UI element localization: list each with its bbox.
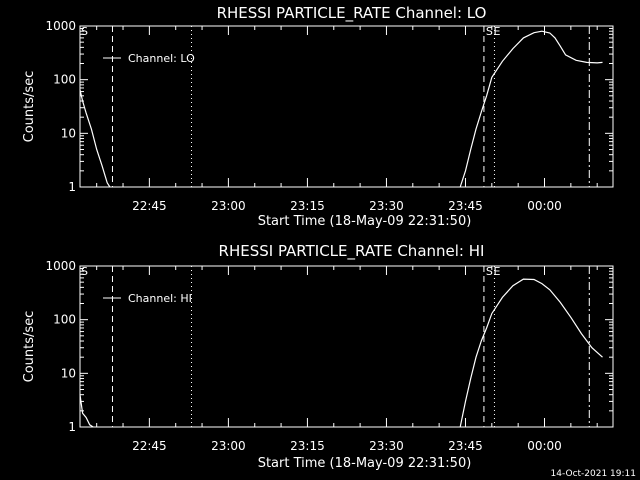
y-tick-label: 1000 [45,259,76,273]
legend-label: Channel: HI [128,292,192,305]
x-tick-label: 23:30 [369,439,404,453]
y-axis-label: Counts/sec [22,311,37,383]
y-tick-label: 10 [61,126,76,140]
chart-title: RHESSI PARTICLE_RATE Channel: HI [219,242,485,261]
chart-title: RHESSI PARTICLE_RATE Channel: LO [217,4,487,23]
y-tick-label: 100 [53,313,76,327]
x-tick-label: 00:00 [527,199,562,213]
x-axis-label: Start Time (18-May-09 22:31:50) [258,456,472,471]
plot-frame [79,25,614,188]
y-tick-label: 1 [68,420,76,434]
y-tick-label: 1000 [45,19,76,33]
series-line-2 [459,30,603,188]
y-tick-label: 1 [68,180,76,194]
x-tick-label: 23:15 [290,439,325,453]
timestamp: 14-Oct-2021 19:11 [551,469,636,479]
y-axis-label: Counts/sec [22,71,37,143]
start-marker-label: S [81,25,88,38]
x-tick-label: 00:00 [527,439,562,453]
x-tick-label: 23:00 [211,439,246,453]
x-tick-label: 23:15 [290,199,325,213]
y-tick-label: 100 [53,73,76,87]
series-line-2 [459,278,603,428]
plot-frame [79,265,614,428]
x-tick-label: 23:45 [448,439,483,453]
start-marker-label-2: S [486,265,493,278]
start-marker-label: S [81,265,88,278]
series-line-1 [79,89,111,188]
x-tick-label: 22:45 [132,439,167,453]
x-tick-label: 23:30 [369,199,404,213]
end-marker-label: E [493,25,500,38]
legend-label: Channel: LO [128,52,195,65]
end-marker-label: E [493,265,500,278]
x-axis-label: Start Time (18-May-09 22:31:50) [258,214,472,229]
series-line-1 [79,394,94,428]
x-tick-label: 23:00 [211,199,246,213]
x-tick-label: 23:45 [448,199,483,213]
start-marker-label-2: S [486,25,493,38]
x-tick-label: 22:45 [132,199,167,213]
y-tick-label: 10 [61,366,76,380]
